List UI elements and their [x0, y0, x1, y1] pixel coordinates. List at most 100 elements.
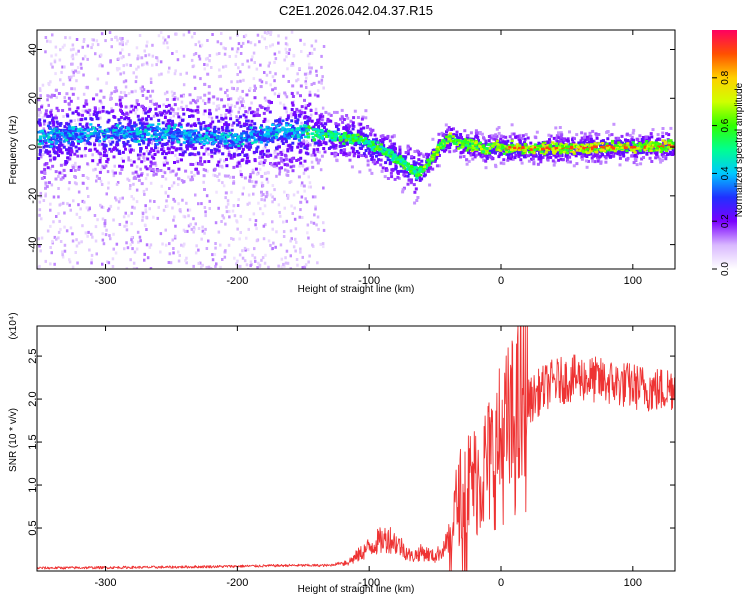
spectrogram-cell: [76, 154, 80, 158]
spectrogram-cell: [300, 183, 303, 187]
spectrogram-cell: [87, 177, 90, 180]
spectrogram-cell: [42, 153, 45, 157]
spectrogram-cell: [96, 139, 100, 142]
spectrogram-cell: [300, 50, 303, 53]
spectrogram-cell: [171, 238, 174, 242]
spectrogram-cell: [118, 67, 121, 71]
spectrogram-cell: [163, 142, 167, 146]
spectrogram-cell: [392, 142, 396, 146]
spectrogram-cell: [62, 168, 66, 172]
spectrogram-cell: [322, 186, 325, 190]
spectrogram-cell: [445, 130, 448, 134]
spectrogram-cell: [186, 108, 190, 112]
spectrogram-cell: [297, 113, 301, 117]
spectrogram-cell: [115, 182, 119, 186]
spectrogram-cell: [86, 186, 89, 190]
spectrogram-cell: [290, 204, 293, 208]
spectrogram-cell: [552, 142, 556, 146]
spectrogram-cell: [221, 258, 224, 261]
spectrogram-cell: [172, 114, 175, 118]
spectrogram-cell: [190, 35, 194, 39]
spectrogram-cell: [249, 260, 253, 264]
spectrogram-cell: [665, 143, 669, 147]
spectrogram-cell: [318, 158, 322, 162]
spectrogram-cell: [302, 142, 305, 146]
spectrogram-cell: [414, 166, 418, 169]
spectrogram-cell: [320, 118, 324, 122]
spectrogram-cell: [383, 175, 387, 179]
spectrogram-cell: [228, 109, 232, 113]
spectrogram-cell: [444, 123, 448, 127]
spectrogram-cell: [253, 122, 257, 126]
spectrogram-cell: [55, 150, 59, 154]
spectrogram-cell: [217, 178, 221, 182]
spectrogram-cell: [72, 199, 75, 203]
spectrogram-cell: [251, 128, 255, 132]
spectrogram-cell: [281, 142, 285, 145]
spectrogram-cell: [145, 187, 148, 191]
spectrogram-cell: [412, 160, 416, 164]
spectrogram-cell: [110, 45, 113, 49]
spectrogram-cell: [135, 75, 138, 79]
spectrogram-cell: [299, 161, 303, 165]
spectrogram-cell: [38, 148, 42, 152]
spectrogram-cell: [95, 93, 99, 97]
spectrogram-cell: [109, 97, 112, 101]
spectrogram-cell: [191, 152, 195, 156]
spectrogram-cell: [629, 147, 633, 150]
spectrogram-cell: [59, 163, 63, 167]
spectrogram-cell: [591, 159, 595, 163]
spectrogram-cell: [308, 66, 311, 70]
spectrogram-cell: [346, 116, 350, 120]
spectrogram-cell: [277, 203, 281, 207]
spectrogram-cell: [227, 123, 231, 127]
spectrogram-cell: [574, 150, 578, 154]
spectrogram-cell: [262, 224, 266, 228]
spectrogram-cell: [280, 166, 283, 170]
spectrogram-cell: [484, 166, 488, 170]
spectrogram-cell: [407, 172, 411, 175]
spectrogram-cell: [37, 121, 41, 125]
spectrogram-cell: [53, 60, 57, 64]
spectrogram-cell: [131, 247, 134, 251]
spectrogram-cell: [581, 154, 585, 158]
spectrogram-cell: [135, 247, 139, 251]
spectrogram-cell: [161, 132, 165, 135]
spectrogram-cell: [197, 40, 201, 44]
spectrogram-cell: [302, 184, 306, 188]
spectrogram-cell: [68, 258, 71, 262]
spectrogram-cell: [159, 31, 163, 34]
spectrogram-cell: [377, 153, 381, 157]
spectrogram-cell: [92, 112, 96, 116]
spectrogram-cell: [304, 82, 308, 86]
spectrogram-cell: [234, 140, 238, 144]
spectrogram-cell: [72, 73, 75, 77]
spectrogram-cell: [514, 135, 518, 139]
spectrogram-cell: [152, 149, 156, 152]
spectrogram-cell: [501, 139, 505, 143]
spectrogram-cell: [219, 135, 223, 138]
spectrogram-cell: [182, 94, 185, 98]
spectrogram-cell: [81, 224, 84, 228]
spectrogram-cell: [554, 155, 558, 159]
spectrogram-cell: [135, 127, 140, 130]
spectrogram-cell: [221, 152, 225, 156]
spectrogram-cell: [316, 94, 320, 98]
spectrogram-cell: [319, 143, 323, 146]
spectrogram-cell: [517, 153, 521, 157]
spectrogram-cell: [71, 92, 75, 96]
spectrogram-cell: [401, 188, 405, 192]
spectrogram-cell: [75, 212, 79, 216]
spectrogram-cell: [509, 151, 513, 155]
spectrogram-cell: [63, 249, 67, 253]
spectrogram-cell: [284, 256, 287, 260]
spectrogram-cell: [278, 120, 281, 124]
spectrogram-cell: [100, 32, 104, 36]
spectrogram-cell: [291, 110, 294, 114]
spectrogram-cell: [339, 141, 343, 145]
spectrogram-cell: [232, 144, 235, 148]
spectrogram-cell: [269, 83, 272, 87]
spectrogram-cell: [148, 109, 152, 113]
spectrogram-cell: [119, 104, 123, 108]
spectrogram-cell: [390, 153, 394, 157]
